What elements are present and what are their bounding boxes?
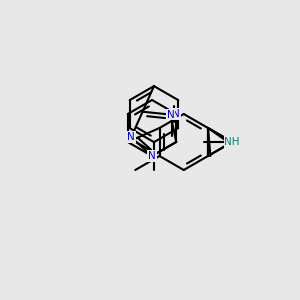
Text: N: N — [167, 110, 174, 120]
Text: N: N — [172, 109, 180, 119]
Text: NH: NH — [224, 137, 240, 147]
Text: N: N — [148, 151, 156, 161]
Text: N: N — [127, 132, 135, 142]
